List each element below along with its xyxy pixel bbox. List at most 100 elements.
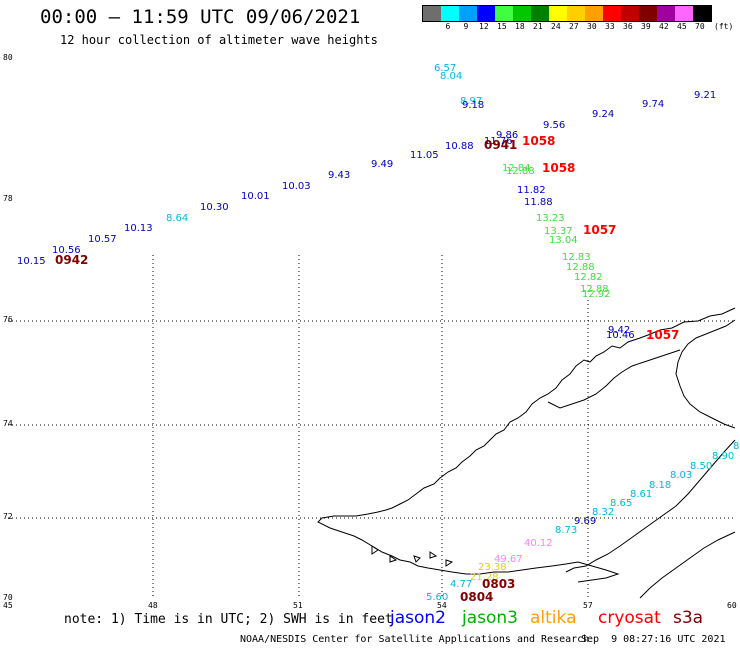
legend-swatch — [423, 6, 441, 21]
legend-label: 12 — [479, 22, 489, 31]
pass-time-label: 0942 — [55, 253, 88, 267]
wave-height-label: 12.92 — [582, 289, 611, 300]
lon-label-48: 48 — [148, 601, 158, 610]
legend-swatch — [603, 6, 621, 21]
legend-unit: (ft) — [714, 22, 734, 31]
legend-label: 42 — [659, 22, 669, 31]
wave-height-label: 8 — [733, 441, 739, 452]
wave-height-label: 4.77 — [450, 579, 472, 590]
wave-height-label: 8.04 — [440, 71, 462, 82]
wave-height-label: 9.69 — [574, 516, 596, 527]
legend-label: 45 — [677, 22, 687, 31]
generated-timestamp: Sep 9 08:27:16 UTC 2021 — [581, 634, 726, 645]
legend-label: 70 — [695, 22, 705, 31]
color-scale-labels: 6 9 12 15 18 21 24 27 30 33 36 39 42 45 70 (ft) — [422, 22, 734, 34]
pass-time-label: 0804 — [460, 590, 493, 604]
legend-label: 24 — [551, 22, 561, 31]
color-scale-legend — [422, 5, 712, 22]
wave-height-label: 11.88 — [524, 197, 553, 208]
legend-label: 39 — [641, 22, 651, 31]
legend-swatch — [621, 6, 639, 21]
sat-cryosat: cryosat — [598, 608, 661, 628]
legend-label: 21 — [533, 22, 543, 31]
coastline-islets — [371, 545, 454, 567]
lat-label-74: 74 — [3, 419, 13, 428]
coastline-mainland — [639, 531, 736, 599]
wave-height-label: 10.03 — [282, 181, 311, 192]
lon-label-54: 54 — [437, 601, 447, 610]
lon-label-45: 45 — [3, 601, 13, 610]
coastline-south-island — [565, 439, 736, 573]
wave-height-label: 9.56 — [543, 120, 565, 131]
wave-height-label: 9.42 — [608, 325, 630, 336]
legend-label: 36 — [623, 22, 633, 31]
lat-label-78: 78 — [3, 194, 13, 203]
lon-label-57: 57 — [583, 601, 593, 610]
pass-time-label: 1057 — [646, 328, 679, 342]
wave-height-label: 10.88 — [445, 141, 474, 152]
wave-height-label: 9.21 — [694, 90, 716, 101]
wave-height-label: 9.18 — [462, 100, 484, 111]
wave-height-label: 40.12 — [524, 538, 553, 549]
wave-height-label: 8.32 — [592, 507, 614, 518]
legend-swatch — [441, 6, 459, 21]
wave-height-label: 10.30 — [200, 202, 229, 213]
wave-height-label: 10.56 — [52, 245, 81, 256]
map-title: 00:00 – 11:59 UTC 09/06/2021 — [40, 6, 361, 28]
wave-height-label: 21.28 — [470, 572, 499, 583]
legend-label: 6 — [445, 22, 451, 31]
legend-swatch — [513, 6, 531, 21]
lat-label-70: 70 — [3, 593, 13, 602]
wave-height-label: 8.73 — [555, 525, 577, 536]
legend-swatch — [585, 6, 603, 21]
legend-swatch — [639, 6, 657, 21]
legend-label: 33 — [605, 22, 615, 31]
wave-height-label: 10.13 — [124, 223, 153, 234]
credit-line: NOAA/NESDIS Center for Satellite Applica… — [240, 634, 590, 645]
wave-height-label: 9.49 — [371, 159, 393, 170]
legend-swatch — [495, 6, 513, 21]
wave-height-label: 10.01 — [241, 191, 270, 202]
observation-labels: 6.578.04 8.979.18 9.21 9.74 9.24 9.56 9.8611.7… — [17, 63, 739, 603]
legend-swatch — [567, 6, 585, 21]
graticule — [8, 255, 735, 598]
map-subtitle: 12 hour collection of altimeter wave hei… — [60, 33, 378, 47]
wave-height-label: 13.23 — [536, 213, 565, 224]
wave-height-label: 8.90 — [712, 451, 734, 462]
sat-jason3: jason3 — [462, 608, 518, 628]
wave-height-label: 12.84 — [502, 163, 531, 174]
legend-label: 15 — [497, 22, 507, 31]
legend-swatch — [693, 6, 711, 21]
wave-height-label: 11.82 — [517, 185, 546, 196]
wave-height-label: 8.64 — [166, 213, 188, 224]
wave-height-label: 49.67 — [494, 554, 523, 565]
wave-height-label: 10.46 — [606, 330, 635, 341]
wave-height-label: 23.38 — [478, 562, 507, 573]
wave-height-label: 9.74 — [642, 99, 664, 110]
wave-height-label: 8.03 — [670, 470, 692, 481]
coastline-east-shore — [675, 319, 736, 429]
legend-swatch — [675, 6, 693, 21]
wave-height-label: 12.83 — [562, 252, 591, 263]
lat-label-72: 72 — [3, 512, 13, 521]
wave-height-label: 8.50 — [690, 461, 712, 472]
wave-height-label: 12.88 — [566, 262, 595, 273]
lon-label-60: 60 — [727, 601, 737, 610]
wave-height-label: 8.65 — [610, 498, 632, 509]
pass-time-label: 1057 — [583, 223, 616, 237]
wave-height-label: 9.86 — [496, 130, 518, 141]
sat-jason2: jason2 — [390, 608, 446, 628]
sat-altika: altika — [530, 608, 577, 628]
pass-time-label: 1058 — [522, 134, 555, 148]
wave-height-label: 5.60 — [426, 592, 448, 603]
legend-swatch — [549, 6, 567, 21]
lat-label-76: 76 — [3, 315, 13, 324]
wave-height-label: 8.97 — [460, 96, 482, 107]
wave-height-label: 12.88 — [506, 166, 535, 177]
wave-height-label: 6.57 — [434, 63, 456, 74]
lon-label-51: 51 — [293, 601, 303, 610]
wave-height-label: 11.05 — [410, 150, 439, 161]
